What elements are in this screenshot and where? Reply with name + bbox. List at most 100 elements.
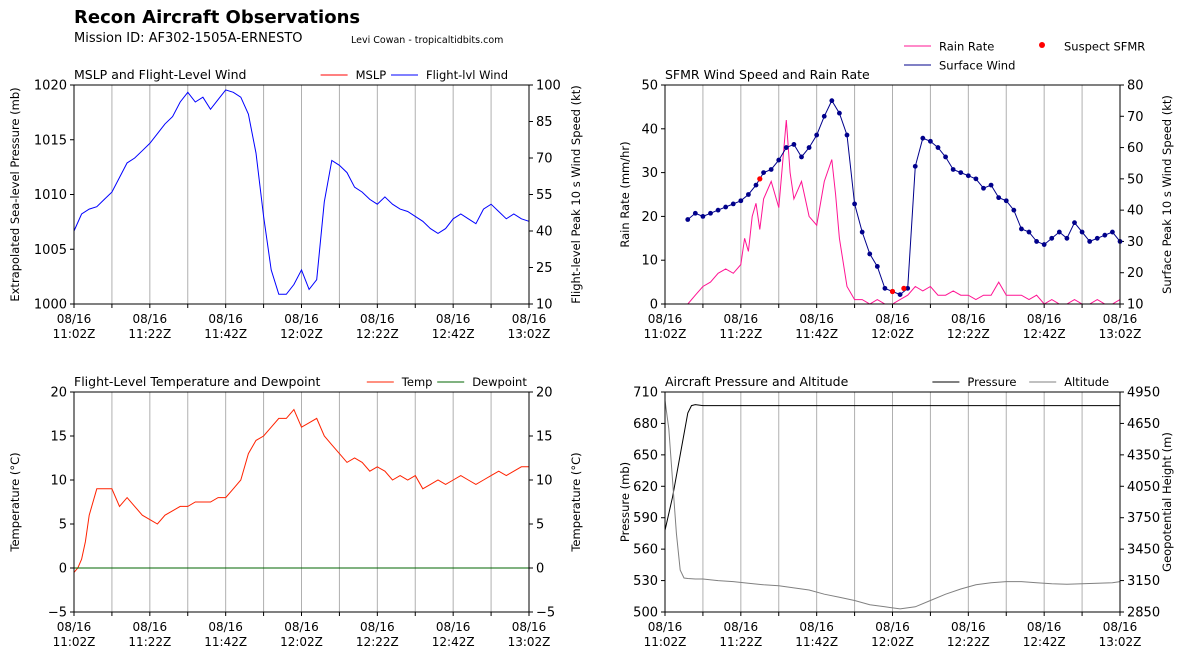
legend-label: Pressure — [967, 375, 1016, 389]
y-tick-label-left: 20 — [50, 386, 67, 401]
credit-text: Levi Cowan - tropicaltidbits.com — [351, 35, 504, 46]
series-line-temp — [73, 408, 529, 573]
x-tick-label-time: 11:02Z — [53, 327, 96, 341]
y-tick-label-right: 5 — [536, 518, 544, 533]
x-tick-label-date: 08/16 — [512, 312, 547, 326]
x-tick-label-time: 11:42Z — [204, 635, 247, 649]
x-tick-label-time: 13:02Z — [508, 327, 551, 341]
y-axis-label-right: Surface Peak 10 s Wind Speed (kt) — [1160, 95, 1174, 294]
data-point-surface-wind — [905, 285, 911, 291]
y-axis-label-right: Flight-level Peak 10 s Wind Speed (kt) — [569, 85, 583, 304]
x-tick-label-date: 08/16 — [951, 620, 986, 634]
x-tick-label-date: 08/16 — [208, 620, 243, 634]
x-tick-label-date: 08/16 — [133, 620, 168, 634]
x-tick-label-date: 08/16 — [1027, 312, 1062, 326]
y-tick-label-left: 0 — [59, 562, 67, 577]
chart-panel-3: 08/1611:02Z08/1611:22Z08/1611:42Z08/1612… — [8, 374, 583, 649]
y-tick-label-right: 2850 — [1127, 606, 1160, 621]
x-tick-label-time: 11:22Z — [128, 635, 171, 649]
y-tick-label-right: 10 — [536, 298, 553, 313]
page-title: Recon Aircraft Observations — [74, 7, 361, 28]
x-tick-label-date: 08/16 — [1027, 620, 1062, 634]
plot-frame — [73, 391, 530, 613]
legend-label: Dewpoint — [472, 375, 527, 389]
x-tick-label-date: 08/16 — [1103, 312, 1138, 326]
y-tick-label-left: 710 — [633, 386, 658, 401]
y-tick-label-left: 500 — [633, 606, 658, 621]
data-point-surface-wind — [1110, 229, 1115, 235]
x-tick-label-time: 11:22Z — [719, 327, 762, 341]
data-point-surface-wind — [844, 132, 850, 138]
data-point-surface-wind — [753, 182, 759, 188]
y-tick-label-right: 3150 — [1127, 574, 1160, 589]
data-point-surface-wind — [700, 214, 706, 219]
y-tick-label-left: 20 — [641, 210, 658, 225]
data-point-surface-wind — [852, 201, 857, 207]
series-line-flight-lvl-wind — [73, 89, 530, 295]
y-tick-label-left: 50 — [641, 79, 658, 94]
x-tick-label-time: 11:42Z — [795, 635, 838, 649]
y-tick-label-right: 80 — [1127, 79, 1144, 94]
y-tick-label-right: 0 — [536, 562, 544, 577]
legend-label: Flight-lvl Wind — [426, 68, 508, 82]
x-tick-label-time: 12:22Z — [356, 635, 399, 649]
data-point-surface-wind — [943, 154, 948, 160]
y-tick-label-right: 85 — [536, 115, 553, 130]
data-point-surface-wind — [958, 170, 964, 176]
data-point-surface-wind — [973, 176, 979, 182]
legend-label: MSLP — [356, 68, 387, 82]
y-tick-label-left: 1005 — [34, 243, 67, 258]
y-axis-label-left: Pressure (mb) — [618, 462, 632, 542]
data-point-surface-wind — [738, 198, 744, 204]
x-tick-label-date: 08/16 — [133, 312, 168, 326]
legend-swatch — [1039, 42, 1045, 48]
y-tick-label-left: 1010 — [34, 188, 67, 203]
y-tick-label-right: 30 — [1127, 235, 1144, 250]
x-tick-label-time: 11:22Z — [128, 327, 171, 341]
plot-frame — [664, 391, 1121, 613]
y-tick-label-left: 620 — [633, 480, 658, 495]
data-point-surface-wind — [1034, 239, 1039, 244]
data-point-surface-wind — [1011, 207, 1017, 213]
plot-frame — [73, 84, 530, 305]
data-point-surface-wind — [1049, 235, 1055, 241]
x-tick-label-date: 08/16 — [724, 312, 759, 326]
data-point-surface-wind — [783, 145, 789, 150]
x-tick-label-time: 12:22Z — [356, 327, 399, 341]
x-tick-label-date: 08/16 — [360, 312, 395, 326]
x-tick-label-time: 13:02Z — [1099, 635, 1142, 649]
y-tick-label-right: 50 — [1127, 172, 1144, 187]
y-tick-label-left: 40 — [641, 122, 658, 137]
x-tick-label-date: 08/16 — [951, 312, 986, 326]
data-point-surface-wind — [692, 210, 698, 216]
chart-panel-2: 08/1611:02Z08/1611:22Z08/1611:42Z08/1612… — [618, 40, 1174, 342]
data-point-surface-wind — [1079, 229, 1085, 235]
legend-label: Rain Rate — [939, 40, 994, 54]
x-tick-label-date: 08/16 — [512, 620, 547, 634]
y-tick-label-right: 10 — [536, 474, 553, 489]
y-axis-label-left: Extrapolated Sea-level Pressure (mb) — [8, 87, 22, 301]
data-point-surface-wind — [723, 204, 729, 210]
x-tick-label-time: 12:02Z — [280, 635, 323, 649]
data-point-surface-wind — [859, 229, 865, 235]
y-tick-label-left: 0 — [650, 298, 658, 313]
data-point-surface-wind — [1064, 235, 1070, 241]
data-point-surface-wind — [1019, 226, 1024, 232]
legend-label: Altitude — [1064, 375, 1109, 389]
chart-panel-4: 08/1611:02Z08/1611:22Z08/1611:42Z08/1612… — [618, 374, 1174, 649]
x-tick-label-date: 08/16 — [724, 620, 759, 634]
x-tick-label-date: 08/16 — [875, 312, 910, 326]
x-tick-label-date: 08/16 — [799, 620, 834, 634]
x-tick-label-date: 08/16 — [208, 312, 243, 326]
y-tick-label-left: 1020 — [34, 79, 67, 94]
data-point-surface-wind — [965, 173, 971, 179]
data-point-surface-wind — [1087, 239, 1093, 244]
x-tick-label-date: 08/16 — [436, 620, 471, 634]
y-axis-label-right: Geopotential Height (m) — [1160, 432, 1174, 572]
x-tick-label-date: 08/16 — [648, 312, 683, 326]
x-tick-label-time: 12:02Z — [871, 327, 914, 341]
y-tick-label-right: 15 — [536, 430, 553, 445]
x-tick-label-date: 08/16 — [799, 312, 834, 326]
x-tick-label-time: 12:22Z — [947, 635, 990, 649]
